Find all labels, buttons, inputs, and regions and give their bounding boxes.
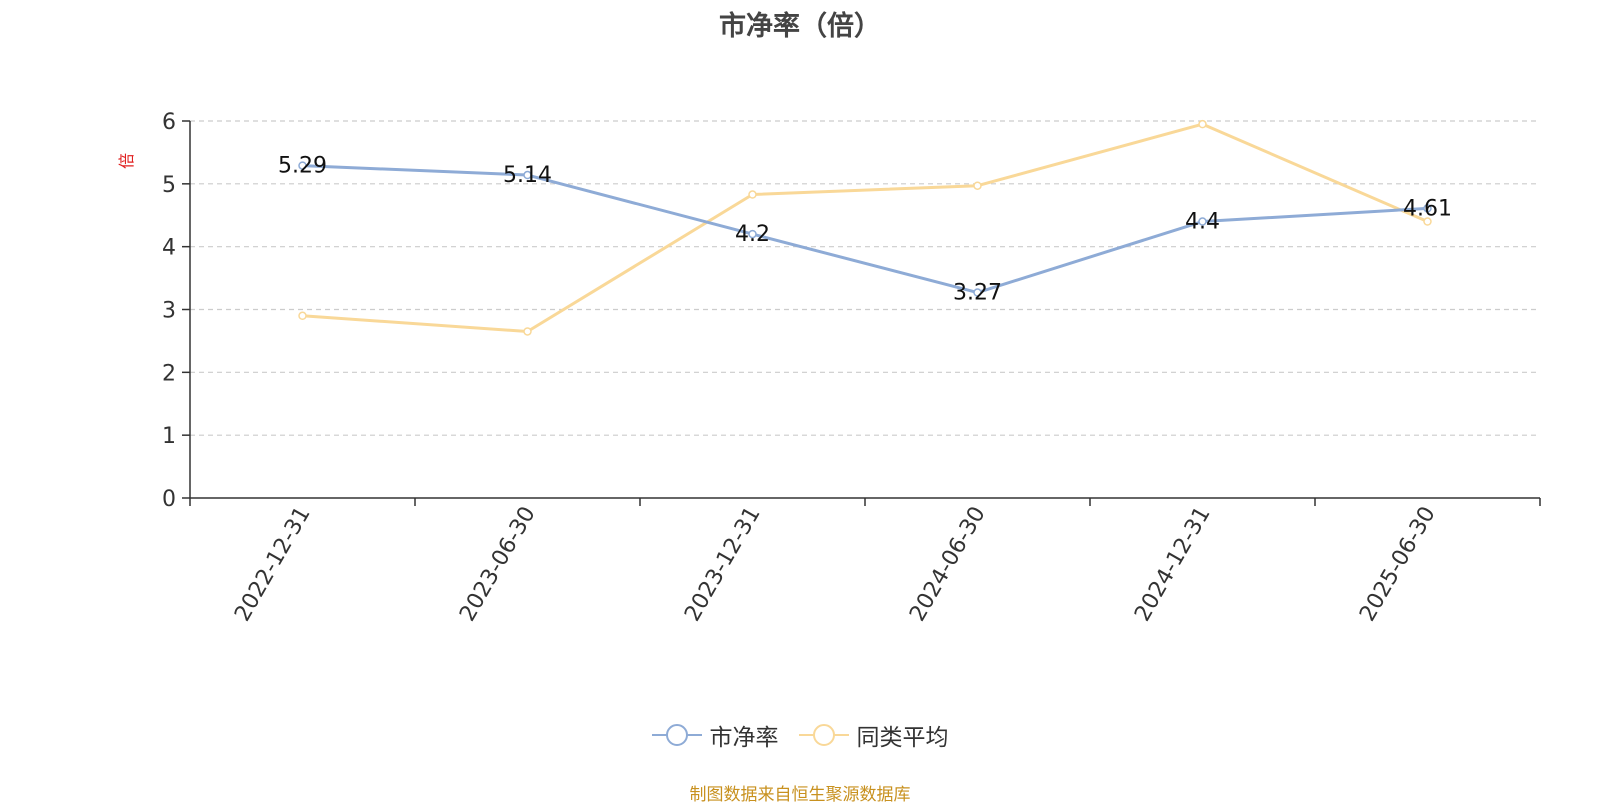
- x-tick-label: 2022-12-31: [230, 503, 316, 626]
- y-tick-label: 5: [162, 173, 176, 198]
- y-axis-title: 倍: [117, 153, 136, 169]
- data-point-peer-avg: [1198, 119, 1207, 129]
- y-tick-label: 4: [162, 236, 176, 261]
- y-tick-label: 0: [162, 487, 176, 512]
- data-label-pb: 3.27: [953, 281, 1002, 306]
- y-tick-label: 2: [162, 361, 176, 386]
- data-point-peer-avg: [298, 311, 307, 321]
- data-labels: 5.29 5.14 4.2 3.27 4.4 4.61: [278, 154, 1452, 306]
- data-point-pb: [973, 288, 982, 297]
- legend-label-peer-avg: 同类平均: [856, 725, 949, 751]
- data-point-pb: [1198, 217, 1207, 226]
- series-line-peer-avg: [302, 122, 1429, 333]
- data-point-pb: [298, 161, 307, 170]
- x-tick-label: 2023-12-31: [680, 503, 766, 626]
- legend-marker-pb: [651, 724, 702, 746]
- x-tick-label: 2023-06-30: [455, 503, 541, 626]
- y-tick-label: 1: [162, 424, 176, 449]
- legend: 市净率 同类平均: [0, 718, 1600, 752]
- x-tick-label: 2024-12-31: [1130, 503, 1216, 626]
- data-label-pb: 5.14: [503, 163, 552, 188]
- data-point-pb: [1423, 204, 1432, 213]
- x-tick-label: 2025-06-30: [1355, 503, 1441, 626]
- series-line-pb: [302, 164, 1428, 295]
- data-label-pb: 4.2: [735, 222, 770, 247]
- data-point-peer-avg: [1423, 217, 1432, 226]
- data-points: [298, 119, 1432, 336]
- data-point-peer-avg: [523, 327, 532, 336]
- y-tick-label: 3: [162, 299, 176, 324]
- legend-label-pb: 市净率: [709, 725, 779, 751]
- series-lines: [302, 122, 1429, 333]
- line-chart: 0 1 2 3 4 5 6 2022-12-31 2023-06-30 2023-12-31 202…: [117, 110, 1541, 626]
- axes: 0 1 2 3 4 5 6 2022-12-31 2023-06-30 2023-12-31 202…: [162, 110, 1541, 626]
- data-point-pb: [748, 229, 757, 239]
- legend-item-peer-avg[interactable]: 同类平均: [798, 718, 949, 752]
- data-label-pb: 5.29: [278, 154, 327, 179]
- legend-marker-peer-avg: [798, 724, 849, 746]
- data-point-pb: [523, 170, 532, 180]
- x-tick-label: 2024-06-30: [905, 503, 991, 626]
- chart-title: 市净率（倍）: [719, 11, 881, 42]
- data-label-pb: 4.4: [1185, 210, 1220, 235]
- data-point-peer-avg: [748, 190, 757, 199]
- legend-item-pb[interactable]: 市净率: [651, 718, 779, 752]
- source-note: 制图数据来自恒生聚源数据库: [689, 785, 911, 805]
- grid-lines: [190, 120, 1540, 436]
- data-label-pb: 4.61: [1403, 196, 1452, 221]
- data-point-peer-avg: [973, 181, 982, 190]
- y-tick-label: 6: [162, 110, 176, 135]
